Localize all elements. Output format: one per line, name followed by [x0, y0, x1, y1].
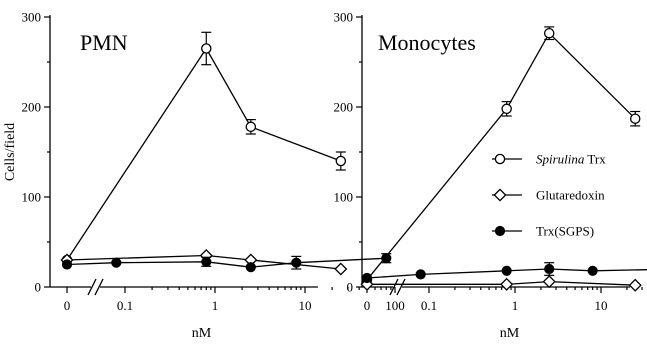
panel-title: Monocytes	[378, 30, 476, 55]
legend-label-text: Trx	[584, 152, 606, 167]
y-tick-label: 100	[334, 190, 354, 205]
data-point-spirulina	[335, 155, 347, 167]
x-tick-label: 1	[512, 298, 519, 313]
legend-entry-glutaredoxin: Glutaredoxin	[492, 188, 605, 203]
data-point-glutaredoxin	[542, 275, 556, 289]
pmn-panel: 0 100 200 300 0 0.1 1 10 100 nM Cells/field PMN	[3, 10, 405, 342]
data-point-spirulina	[501, 103, 512, 115]
data-point-sgps	[291, 257, 302, 268]
y-axis-label: Cells/field	[3, 123, 18, 181]
series-line-spirulina	[66, 47, 342, 261]
y-tick-label: 0	[347, 280, 354, 295]
legend-marker	[494, 153, 506, 165]
data-point-spirulina	[543, 27, 555, 39]
x-tick-label: 0.1	[117, 298, 133, 313]
y-tick-label: 100	[22, 190, 42, 205]
data-point-sgps	[544, 263, 555, 275]
legend-label: Glutaredoxin	[536, 188, 605, 203]
y-tick-label: 300	[334, 10, 354, 25]
axis-break-mark-0	[389, 278, 399, 296]
data-point-sgps	[381, 253, 392, 264]
legend-marker	[493, 188, 507, 202]
x-tick-label: 0	[64, 298, 71, 313]
y-tick-label: 300	[22, 10, 42, 25]
data-point-sgps	[111, 257, 122, 268]
axis-break-mark-1	[396, 278, 406, 296]
legend-label: Spirulina Trx	[536, 152, 606, 167]
x-axis-label: nM	[500, 326, 520, 341]
monocytes-panel: 0 100 200 300 0 0.1 1 10 100 nM Monocytes	[334, 10, 647, 341]
y-tick-label: 200	[22, 100, 42, 115]
data-point-spirulina	[245, 121, 257, 133]
data-point-sgps	[415, 269, 426, 280]
y-tick-label: 0	[35, 280, 42, 295]
panel-title: PMN	[80, 30, 128, 55]
data-point-glutaredoxin	[500, 277, 514, 291]
data-point-glutaredoxin	[334, 262, 348, 276]
axis-break-mark-0	[87, 278, 97, 296]
x-tick-label: 10	[299, 298, 312, 313]
series-sgps	[61, 253, 392, 273]
axis-break-mark-1	[94, 278, 104, 296]
series-spirulina	[61, 31, 347, 266]
series-spirulina	[361, 26, 641, 286]
legend-label-italic: Spirulina	[536, 152, 585, 167]
series-sgps	[361, 262, 647, 284]
data-point-sgps	[61, 259, 73, 270]
data-point-sgps	[501, 265, 512, 276]
data-point-glutaredoxin	[628, 278, 642, 292]
x-axis-label: nM	[192, 326, 212, 341]
legend-label-text: Trx(SGPS)	[536, 224, 594, 239]
x-tick-label: 1	[212, 298, 219, 313]
legend-entry-spirulina: Spirulina Trx	[492, 152, 606, 167]
x-tick-label: 10	[595, 298, 608, 313]
x-tick-label: 0	[364, 298, 371, 313]
legend-label: Trx(SGPS)	[536, 224, 594, 239]
x-tick-label: 0.1	[421, 298, 437, 313]
legend-marker	[494, 225, 506, 237]
legend-entry-sgps: Trx(SGPS)	[492, 224, 594, 239]
series-line-spirulina	[366, 32, 636, 281]
data-point-spirulina	[629, 113, 641, 124]
series-line-glutaredoxin	[367, 280, 636, 286]
data-point-sgps	[245, 262, 256, 273]
data-point-spirulina	[201, 43, 212, 54]
legend-label-text: Glutaredoxin	[536, 188, 605, 203]
x-tick-label: 100	[385, 298, 405, 313]
series-line-sgps	[66, 257, 387, 268]
data-point-sgps	[587, 265, 598, 276]
series-line-sgps	[366, 268, 647, 279]
y-tick-label: 200	[334, 100, 354, 115]
legend: Spirulina Trx Glutaredoxin Trx(SGPS)	[492, 152, 606, 239]
data-point-sgps	[201, 256, 212, 267]
data-point-sgps	[361, 272, 373, 284]
